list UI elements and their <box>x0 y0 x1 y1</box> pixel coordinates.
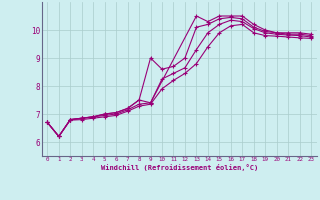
X-axis label: Windchill (Refroidissement éolien,°C): Windchill (Refroidissement éolien,°C) <box>100 164 258 171</box>
